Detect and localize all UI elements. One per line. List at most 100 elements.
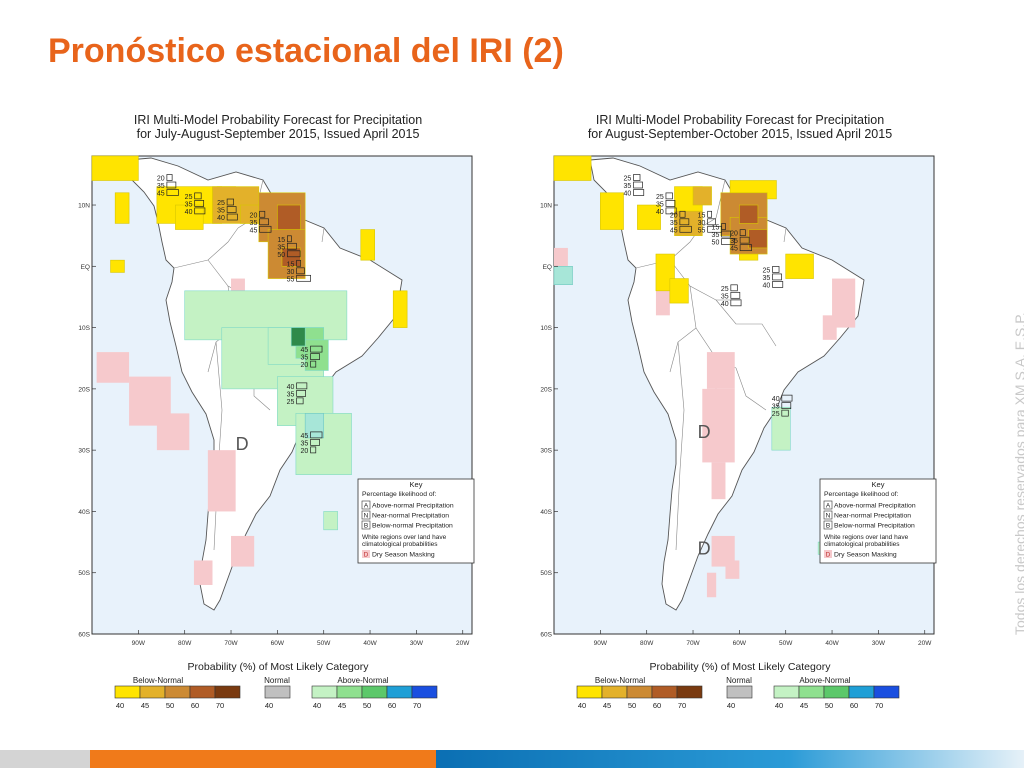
key-letter-box (361, 520, 371, 530)
probability-value: 40 (185, 209, 193, 216)
legend-below-swatch (576, 685, 603, 699)
footer-bar-blue (436, 750, 1024, 768)
probability-value: 35 (721, 293, 729, 300)
legend-below-label: Below-Normal (595, 676, 645, 685)
key-item-text: Below-normal Precipitation (372, 523, 453, 530)
probability-value: 35 (656, 201, 664, 208)
legend-above-tick: 50 (825, 701, 833, 710)
latitude-label: 40S (78, 509, 90, 516)
above-normal-cell (553, 266, 573, 285)
longitude-label: 60W (271, 640, 285, 647)
legend-above-swatch (823, 685, 850, 699)
key-letter-box (361, 500, 371, 510)
probability-bar (665, 192, 673, 200)
probability-value: 25 (287, 399, 295, 406)
probability-bar (296, 382, 308, 390)
latitude-label: 60S (540, 632, 552, 639)
latitude-label: 10S (540, 325, 552, 332)
probability-value: 35 (730, 238, 738, 245)
latitude-label: 40S (540, 509, 552, 516)
legend-normal-label: Normal (726, 676, 752, 685)
legend-normal-swatch (264, 685, 291, 699)
probability-value: 45 (670, 227, 678, 234)
footer-bar-orange (90, 750, 436, 768)
footer-bar-gray (0, 750, 90, 768)
key-white-note: White regions over land have (362, 534, 447, 541)
probability-value: 25 (185, 194, 193, 201)
key-letter-box (823, 510, 833, 520)
legend-above-tick: 45 (800, 701, 808, 710)
key-letter-box (823, 500, 833, 510)
probability-bar (194, 200, 205, 207)
longitude-label: 70W (224, 640, 238, 647)
probability-bar (296, 267, 305, 275)
longitude-label: 70W (686, 640, 700, 647)
below-normal-55-cell (739, 204, 759, 224)
legend-above-tick: 60 (388, 701, 396, 710)
key-letter: A (364, 503, 369, 510)
legend-above-swatch (798, 685, 825, 699)
probability-bar (259, 210, 266, 218)
latitude-label: 50S (540, 570, 552, 577)
dry-season-mask-cell (832, 278, 856, 328)
key-white-note: climatological probabilities (362, 541, 438, 548)
legend-above-label: Above-Normal (799, 676, 850, 685)
legend-below-tick: 45 (141, 701, 149, 710)
below-normal-40-cell (110, 259, 125, 273)
below-normal-45-cell (674, 210, 703, 236)
key-letter-box (823, 520, 833, 530)
longitude-label: 40W (825, 640, 839, 647)
key-item-text: Near-normal Precipitation (834, 513, 911, 520)
map-key: Key Percentage likelihood of: A Above-norma… (819, 478, 937, 564)
latitude-label: 10N (540, 203, 552, 210)
dry-season-marker: D (698, 422, 711, 442)
longitude-label: 30W (872, 640, 886, 647)
key-dry-text: Dry Season Masking (834, 552, 897, 559)
probability-value: 40 (656, 209, 664, 216)
legend-normal-swatch (726, 685, 753, 699)
legend-normal-tick: 40 (727, 701, 735, 710)
probability-value: 50 (712, 240, 720, 247)
above-normal-40-cell (771, 406, 791, 451)
probability-value: 35 (287, 391, 295, 398)
probability-value: 45 (730, 246, 738, 253)
legend-below-swatch (626, 685, 653, 699)
key-dry-text: Dry Season Masking (372, 552, 435, 559)
probability-bar (739, 244, 752, 252)
latitude-label: 20S (78, 386, 90, 393)
legend-below-swatch (164, 685, 191, 699)
probability-bar (166, 181, 177, 189)
longitude-label: 50W (779, 640, 793, 647)
country-border (321, 227, 325, 243)
above-normal-50-cell (290, 327, 306, 347)
probability-value: 35 (670, 220, 678, 227)
key-subtitle: Percentage likelihood of: (824, 491, 899, 498)
longitude-label: 40W (363, 640, 377, 647)
forecast-map-jas: IRI Multi-Model Probability Forecast for… (78, 110, 478, 715)
probability-value: 25 (772, 411, 780, 418)
key-white-note: White regions over land have (824, 534, 909, 541)
longitude-label: 90W (594, 640, 608, 647)
legend-above-swatch (386, 685, 413, 699)
dry-season-mask-cell (702, 388, 735, 463)
probability-value: 35 (772, 404, 780, 411)
probability-value: 45 (301, 347, 309, 354)
dry-season-mask-cell (706, 572, 717, 598)
dry-season-mask-cell (193, 560, 213, 585)
probability-bar (781, 394, 793, 402)
probability-value: 20 (301, 362, 309, 369)
probability-value: 35 (277, 244, 285, 251)
country-border (675, 341, 685, 551)
probability-value: 55 (698, 227, 706, 234)
dry-season-mask-cell (822, 315, 837, 340)
probability-bar (707, 218, 716, 226)
legend-title: Probability (%) of Most Likely Category (188, 661, 370, 673)
legend-below-swatch (676, 685, 703, 699)
key-letter: A (826, 503, 831, 510)
legend-above-tick: 70 (413, 701, 421, 710)
probability-bar (194, 207, 206, 215)
